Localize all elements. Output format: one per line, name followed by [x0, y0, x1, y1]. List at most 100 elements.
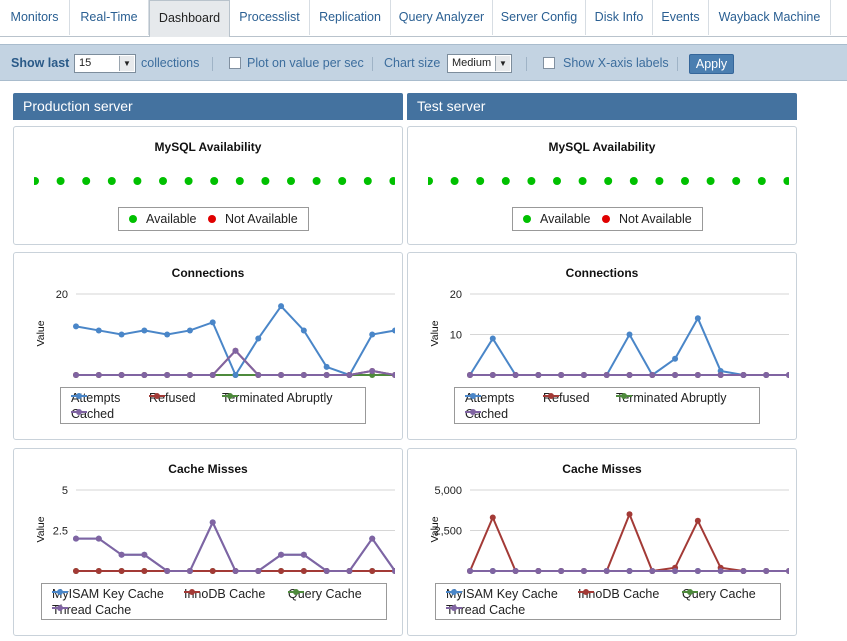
y-tick-label: 5,000 [434, 485, 462, 497]
chart-legend: MyISAM Key Cache InnoDB Cache Query Cach… [435, 583, 781, 620]
data-point [626, 372, 633, 378]
data-point [278, 551, 285, 558]
data-point [164, 331, 171, 338]
data-point [300, 372, 307, 378]
tab-events[interactable]: Events [653, 0, 709, 35]
legend-item-query-cache[interactable]: Query Cache [288, 587, 362, 601]
tab-real-time[interactable]: Real-Time [70, 0, 149, 35]
data-point [580, 568, 587, 574]
legend-item-terminated-abruptly[interactable]: Terminated Abruptly [616, 391, 727, 405]
tab-processlist[interactable]: Processlist [230, 0, 310, 35]
data-point [489, 372, 496, 378]
data-point [73, 323, 79, 330]
data-point [369, 331, 376, 338]
chart-title: Connections [565, 266, 639, 280]
data-point [535, 568, 542, 574]
data-point [467, 372, 473, 378]
availability-point [629, 177, 638, 185]
y-tick-label: 5 [62, 485, 68, 497]
plot-per-sec-checkbox[interactable] [229, 57, 241, 69]
test-server-header: Test server [407, 93, 797, 120]
data-point [580, 372, 587, 378]
legend-item-attempts[interactable]: Attempts [465, 391, 515, 405]
data-point [141, 551, 148, 558]
tab-dashboard[interactable]: Dashboard [149, 0, 230, 37]
series-line-thread-cache [76, 520, 395, 572]
data-point [118, 331, 125, 338]
data-point [672, 355, 679, 362]
legend-item-terminated-abruptly[interactable]: Terminated Abruptly [222, 391, 333, 405]
apply-button[interactable]: Apply [689, 54, 734, 74]
legend-item-refused[interactable]: Refused [543, 391, 590, 405]
show-x-labels-checkbox[interactable] [543, 57, 555, 69]
data-point [95, 535, 102, 542]
tab-query-analyzer[interactable]: Query Analyzer [391, 0, 493, 35]
tab-server-config[interactable]: Server Config [493, 0, 586, 35]
data-point [278, 568, 285, 574]
data-point [672, 372, 679, 378]
data-point [694, 372, 701, 378]
data-point [232, 568, 239, 574]
availability-point [133, 177, 142, 185]
data-point [95, 372, 102, 378]
data-point [694, 517, 701, 524]
data-point [232, 347, 239, 354]
legend-item-myisam-key-cache[interactable]: MyISAM Key Cache [446, 587, 558, 601]
legend-item-innodb-cache[interactable]: InnoDB Cache [184, 587, 266, 601]
y-axis-label: Value [35, 516, 47, 542]
data-point [672, 568, 679, 574]
plot-per-sec-label: Plot on value per sec [247, 56, 364, 70]
legend-item-query-cache[interactable]: Query Cache [682, 587, 756, 601]
legend-item-not-available[interactable]: Not Available [208, 212, 298, 226]
plot-area [73, 303, 395, 378]
data-point [467, 568, 473, 574]
availability-points [428, 177, 789, 185]
legend-item-innodb-cache[interactable]: InnoDB Cache [578, 587, 660, 601]
data-point [763, 568, 770, 574]
chevron-down-icon[interactable]: ▼ [119, 56, 134, 71]
legend-item-available[interactable]: Available [523, 212, 591, 226]
y-tick-label: 20 [450, 289, 462, 301]
chart-title: Connections [171, 266, 245, 280]
data-point [164, 568, 171, 574]
tab-replication[interactable]: Replication [310, 0, 391, 35]
legend-item-not-available[interactable]: Not Available [602, 212, 692, 226]
toolbar-divider [526, 57, 527, 71]
tab-disk-info[interactable]: Disk Info [586, 0, 653, 35]
legend-item-myisam-key-cache[interactable]: MyISAM Key Cache [52, 587, 164, 601]
plot-area [467, 315, 789, 378]
legend-item-thread-cache[interactable]: Thread Cache [446, 603, 526, 617]
availability-point [450, 177, 459, 185]
y-tick-label: 2,500 [434, 526, 462, 538]
toolbar-divider [212, 57, 213, 71]
data-point [694, 568, 701, 574]
data-point [369, 535, 376, 542]
chart-size-select[interactable]: Medium ▼ [447, 54, 512, 73]
data-point [603, 568, 610, 574]
data-point [535, 372, 542, 378]
availability-chart [34, 177, 395, 185]
tab-monitors[interactable]: Monitors [0, 0, 70, 35]
tab-wayback-machine[interactable]: Wayback Machine [709, 0, 831, 35]
collections-select[interactable]: 15 ▼ [74, 54, 136, 73]
availability-point [210, 177, 219, 185]
legend-item-attempts[interactable]: Attempts [71, 391, 121, 405]
availability-point [107, 177, 116, 185]
availability-point [681, 177, 689, 185]
legend-item-cached[interactable]: Cached [465, 407, 509, 421]
production-availability-panel: MySQL Availability Available Not Availab… [13, 126, 403, 245]
legend-item-thread-cache[interactable]: Thread Cache [52, 603, 132, 617]
legend-item-refused[interactable]: Refused [149, 391, 196, 405]
data-point [141, 372, 148, 378]
toolbar-divider [677, 57, 678, 71]
data-point [255, 568, 262, 574]
data-point [232, 372, 239, 378]
data-point [649, 568, 656, 574]
legend-item-available[interactable]: Available [129, 212, 197, 226]
chevron-down-icon[interactable]: ▼ [495, 56, 510, 71]
legend-item-cached[interactable]: Cached [71, 407, 115, 421]
chart-legend: Available Not Available [512, 207, 703, 231]
availability-point [476, 177, 485, 185]
show-x-labels-label: Show X-axis labels [563, 56, 669, 70]
